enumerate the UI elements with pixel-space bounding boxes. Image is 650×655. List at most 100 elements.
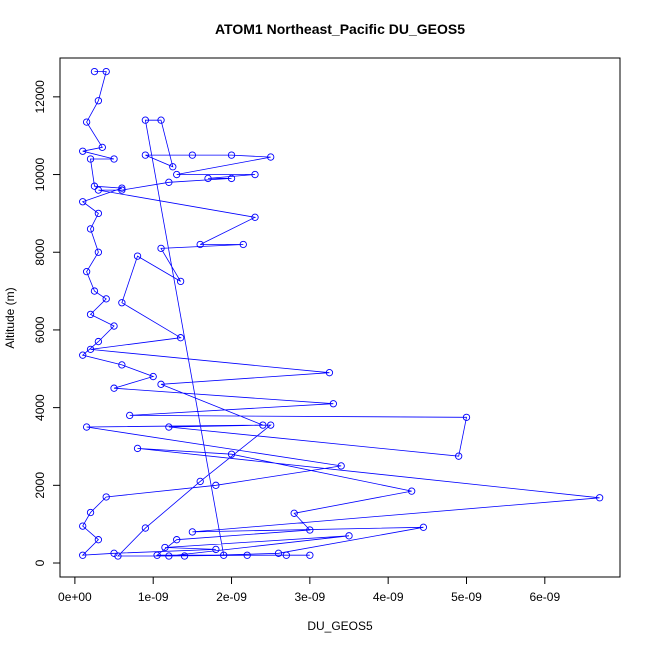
y-tick-label: 2000 (33, 472, 47, 499)
data-point (102, 67, 110, 76)
x-tick-label: 3e-09 (294, 590, 325, 604)
data-point (86, 310, 95, 319)
data-point (86, 155, 95, 163)
data-point (133, 444, 142, 453)
data-point (153, 551, 161, 559)
data-point (419, 523, 428, 531)
data-point (188, 528, 197, 536)
data-point (79, 551, 87, 559)
data-point (118, 299, 126, 307)
data-point (102, 493, 110, 501)
data-point (161, 543, 169, 552)
data-point (337, 462, 345, 470)
data-point (110, 322, 118, 330)
x-axis-label: DU_GEOS5 (307, 619, 373, 633)
data-point (157, 116, 165, 124)
data-point (98, 143, 106, 151)
data-point (290, 509, 298, 517)
data-point (79, 351, 87, 359)
data-point (86, 508, 95, 517)
data-point (110, 549, 118, 557)
data-point (196, 477, 204, 486)
data-point (90, 67, 99, 76)
data-point (173, 536, 181, 544)
data-point (149, 372, 157, 381)
data-point (267, 421, 275, 429)
data-point (79, 198, 87, 206)
data-point (227, 450, 236, 458)
data-point (251, 213, 259, 221)
y-tick-label: 10000 (33, 158, 47, 192)
y-tick-label: 0 (33, 559, 47, 566)
data-point (94, 186, 103, 194)
data-point (94, 97, 103, 105)
data-point (455, 452, 463, 460)
x-tick-label: 5e-09 (451, 590, 482, 604)
y-tick-label: 4000 (33, 394, 47, 421)
data-point (126, 411, 134, 420)
data-point (462, 413, 471, 421)
data-point (176, 277, 185, 286)
data-point (165, 552, 173, 560)
data-point (204, 174, 212, 183)
y-tick-label: 6000 (33, 316, 47, 343)
data-point (345, 532, 353, 540)
data-point (196, 240, 204, 249)
data-point (82, 423, 91, 431)
data-point (306, 526, 314, 534)
data-point (94, 337, 103, 346)
data-point (102, 295, 110, 303)
y-tick-label: 8000 (33, 239, 47, 266)
data-point (82, 268, 91, 276)
data-point (180, 552, 189, 560)
data-point (306, 551, 314, 559)
data-point (118, 361, 126, 369)
data-point (243, 551, 251, 559)
data-point (141, 151, 150, 159)
data-point (251, 170, 259, 179)
data-point (259, 421, 267, 429)
y-axis-label: Altitude (m) (3, 287, 17, 348)
data-point (188, 151, 197, 159)
chart-title: ATOM1 Northeast_Pacific DU_GEOS5 (215, 21, 465, 37)
data-point (118, 186, 126, 194)
data-point (90, 182, 99, 190)
data-point (118, 184, 126, 192)
data-point (110, 155, 118, 163)
data-point (133, 252, 142, 260)
y-tick-label: 12000 (33, 80, 47, 114)
data-point (79, 522, 87, 530)
x-tick-label: 4e-09 (373, 590, 404, 604)
data-point (94, 536, 103, 544)
data-point (325, 369, 334, 377)
data-point (169, 163, 177, 171)
data-point (595, 494, 604, 502)
data-point (329, 400, 337, 408)
x-tick-label: 0e+00 (58, 590, 92, 604)
data-point (141, 116, 150, 124)
x-tick-label: 6e-09 (529, 590, 560, 604)
data-point (94, 209, 103, 218)
data-point (227, 174, 236, 183)
data-point (165, 423, 173, 431)
data-point (165, 178, 173, 186)
data-point (110, 384, 118, 392)
data-point (239, 240, 247, 249)
data-point (86, 345, 95, 354)
plot-frame (59, 57, 621, 578)
data-point (94, 248, 103, 256)
data-point (141, 524, 150, 532)
data-point (157, 380, 165, 388)
data-point (282, 551, 290, 559)
data-point (274, 549, 283, 557)
x-tick-label: 2e-09 (216, 590, 247, 604)
data-line (81, 71, 600, 557)
data-point (408, 487, 416, 495)
data-point (86, 225, 95, 233)
data-point (212, 545, 220, 554)
data-point (82, 118, 91, 126)
data-point (79, 147, 87, 155)
